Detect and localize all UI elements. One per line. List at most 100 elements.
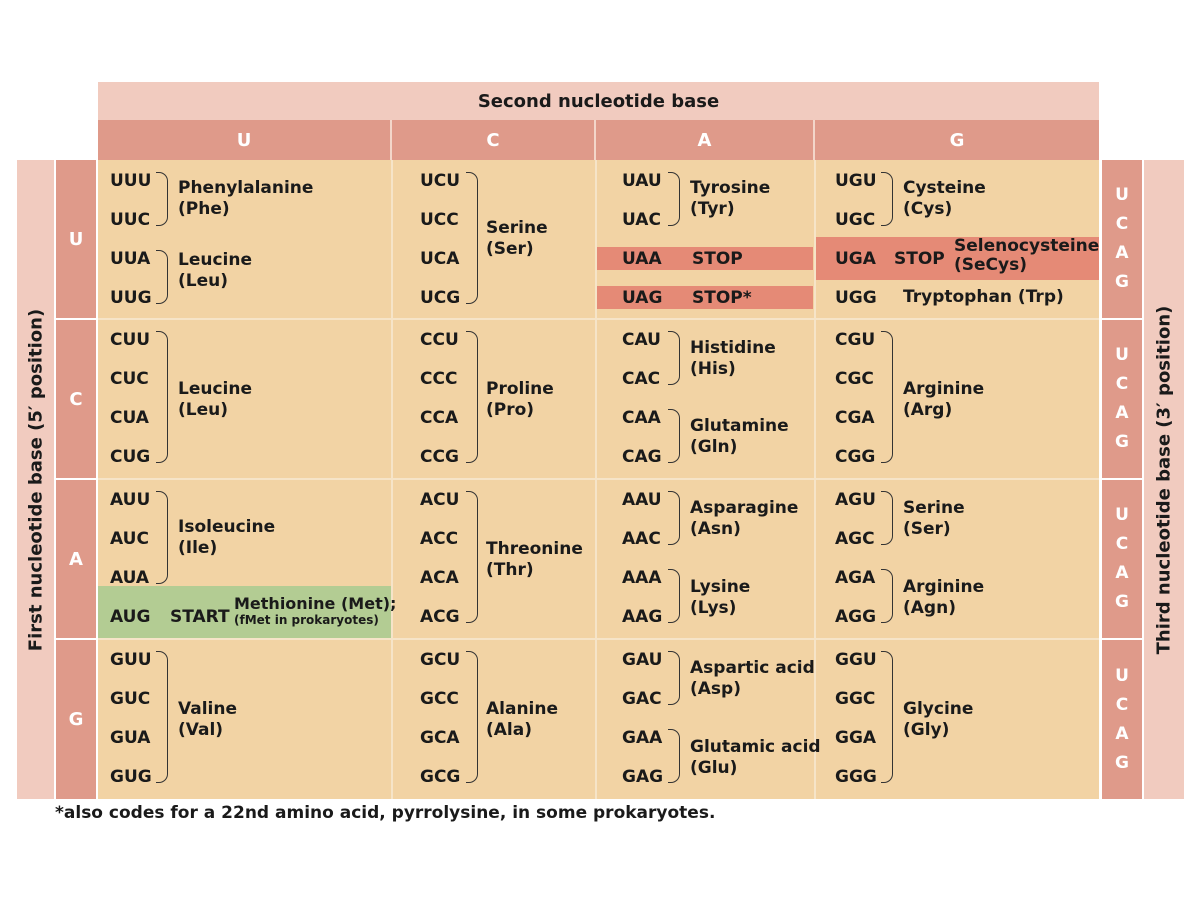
codon-ggc: GGC — [835, 689, 876, 709]
amino-acid-gly: Glycine (Gly) — [903, 699, 974, 740]
codon-aug: AUG — [110, 607, 151, 627]
codon-cgu: CGU — [835, 330, 876, 350]
codon-acc: ACC — [420, 529, 459, 549]
codon-ugc: UGC — [835, 210, 876, 230]
codon-acg: ACG — [420, 607, 460, 627]
codon-ucg: UCG — [420, 288, 461, 308]
amino-acid-his: Histidine (His) — [690, 338, 776, 379]
codon-uag: UAG — [622, 288, 663, 308]
stop-highlight-uaa — [597, 247, 813, 270]
brace — [881, 651, 893, 783]
column-header-c: C — [392, 120, 596, 160]
third-base-axis: Third nucleotide base (3′ position) — [1144, 160, 1184, 799]
first-base-axis-label: First nucleotide base (5′ position) — [25, 308, 46, 651]
brace — [668, 729, 680, 783]
codon-uga: UGA — [835, 249, 876, 269]
codon-auc: AUC — [110, 529, 149, 549]
codon-gca: GCA — [420, 728, 460, 748]
codon-agg: AGG — [835, 607, 877, 627]
brace — [668, 651, 680, 705]
codon-gcu: GCU — [420, 650, 461, 670]
amino-acid-tyr: Tyrosine (Tyr) — [690, 178, 771, 219]
stop-highlight-uga — [816, 237, 1099, 280]
codon-ugg: UGG — [835, 288, 877, 308]
codon-cuc: CUC — [110, 369, 149, 389]
codon-ucc: UCC — [420, 210, 459, 230]
brace — [881, 491, 893, 545]
codon-gga: GGA — [835, 728, 877, 748]
codon-aca: ACA — [420, 568, 459, 588]
codon-aag: AAG — [622, 607, 663, 627]
codon-caa: CAA — [622, 408, 661, 428]
stop-label: STOP — [894, 249, 945, 269]
codon-cac: CAC — [622, 369, 661, 389]
codon-aau: AAU — [622, 490, 662, 510]
codon-guc: GUC — [110, 689, 151, 709]
amino-acid-met: Methionine (Met); — [234, 594, 397, 613]
amino-acid-ser: Serine (Ser) — [903, 498, 965, 539]
brace — [156, 651, 168, 783]
amino-acid-thr: Threonine (Thr) — [486, 539, 583, 580]
codon-gug: GUG — [110, 767, 152, 787]
brace — [156, 250, 168, 304]
amino-acid-lys: Lysine (Lys) — [690, 577, 751, 618]
amino-acid-arg: Arginine (Agn) — [903, 577, 985, 618]
codon-uaa: UAA — [622, 249, 662, 269]
stop-label: STOP* — [692, 288, 752, 308]
codon-cau: CAU — [622, 330, 661, 350]
codon-cuu: CUU — [110, 330, 151, 350]
codon-cug: CUG — [110, 447, 151, 467]
column-header-a: A — [596, 120, 815, 160]
brace — [668, 569, 680, 623]
row-header-c: C — [56, 320, 96, 478]
amino-acid-ile: Isoleucine (Ile) — [178, 517, 276, 558]
row-header-g: G — [56, 640, 96, 799]
codon-aga: AGA — [835, 568, 876, 588]
codon-ucu: UCU — [420, 171, 461, 191]
codon-ugu: UGU — [835, 171, 877, 191]
codon-gcc: GCC — [420, 689, 459, 709]
codon-acu: ACU — [420, 490, 460, 510]
brace — [466, 651, 478, 783]
codon-aac: AAC — [622, 529, 661, 549]
amino-acid-leu: Leucine (Leu) — [178, 379, 253, 420]
brace — [668, 331, 680, 385]
codon-uuu: UUU — [110, 171, 152, 191]
codon-ccc: CCC — [420, 369, 458, 389]
amino-acid-leu: Leucine (Leu) — [178, 250, 253, 291]
second-base-title: Second nucleotide base — [477, 90, 720, 112]
codon-ggg: GGG — [835, 767, 877, 787]
brace — [156, 172, 168, 226]
stop-label: STOP — [692, 249, 743, 269]
amino-acid-gln: Glutamine (Gln) — [690, 416, 789, 457]
codon-cgg: CGG — [835, 447, 876, 467]
column-header-u: U — [98, 120, 392, 160]
codon-uac: UAC — [622, 210, 661, 230]
amino-acid-asp: Aspartic acid (Asp) — [690, 658, 815, 699]
second-base-header: Second nucleotide base — [98, 82, 1099, 120]
row-header-a: A — [56, 480, 96, 638]
brace — [668, 491, 680, 545]
codon-ccg: CCG — [420, 447, 459, 467]
amino-acid-arg: Arginine (Arg) — [903, 379, 985, 420]
codon-uua: UUA — [110, 249, 151, 269]
brace — [881, 331, 893, 463]
codon-cca: CCA — [420, 408, 459, 428]
amino-acid-trp: Tryptophan (Trp) — [903, 287, 1064, 307]
brace — [668, 172, 680, 226]
amino-acid-glu: Glutamic acid (Glu) — [690, 737, 821, 778]
codon-ggu: GGU — [835, 650, 877, 670]
brace — [466, 331, 478, 463]
start-highlight-aug — [98, 586, 392, 638]
codon-uau: UAU — [622, 171, 662, 191]
codon-uuc: UUC — [110, 210, 151, 230]
amino-acid-fmet-note: (fMet in prokaryotes) — [234, 613, 379, 627]
codon-gcg: GCG — [420, 767, 461, 787]
amino-acid-cys: Cysteine (Cys) — [903, 178, 986, 219]
amino-acid-secys: Selenocysteine (SeCys) — [954, 236, 1100, 275]
codon-agc: AGC — [835, 529, 875, 549]
codon-cag: CAG — [622, 447, 662, 467]
